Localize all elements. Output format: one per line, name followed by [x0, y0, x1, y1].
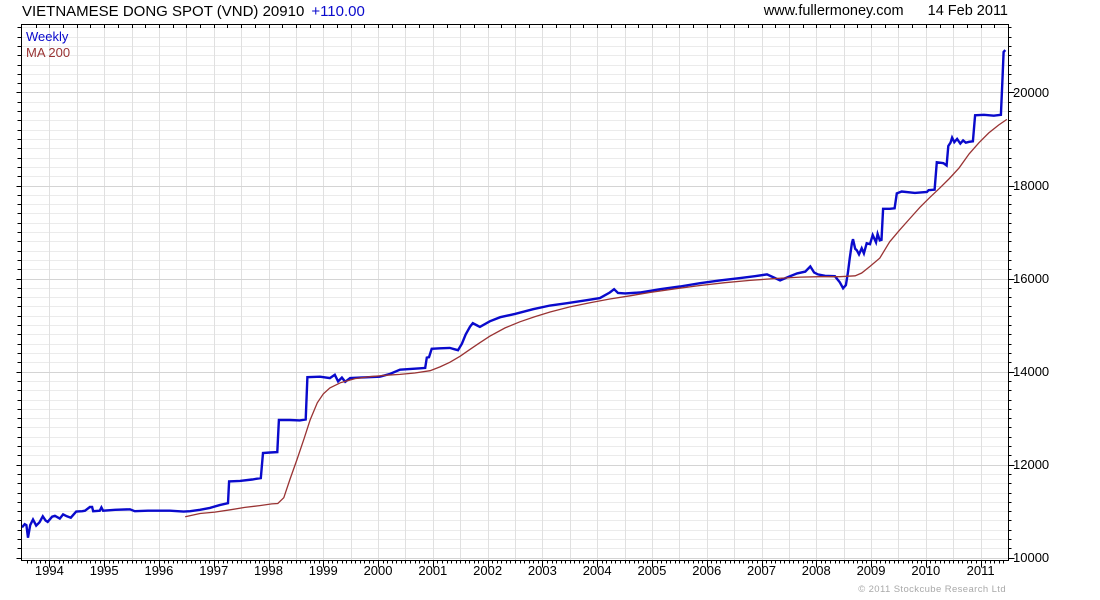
x-axis-label: 2008 [801, 563, 831, 578]
x-axis-label: 1996 [144, 563, 174, 578]
page-title: VIETNAMESE DONG SPOT (VND) 20910 [22, 3, 305, 20]
date-label: 14 Feb 2011 [927, 3, 1008, 19]
y-axis-label: 14000 [1013, 364, 1050, 380]
y-axis-label: 18000 [1013, 178, 1050, 193]
x-axis-label: 1995 [89, 563, 119, 578]
header-right: www.fullermoney.com 14 Feb 2011 [764, 3, 1008, 19]
y-axis-label: 20000 [1013, 84, 1050, 100]
x-axis-label: 2011 [966, 563, 995, 578]
x-axis-label: 2010 [911, 563, 941, 578]
y-axis-label: 10000 [1013, 550, 1050, 566]
x-axis-label: 2007 [747, 563, 776, 578]
x-axis-label: 2006 [692, 563, 722, 578]
copyright-notice: © 2011 Stockcube Research Ltd [858, 584, 1006, 595]
legend-weekly: Weekly [26, 29, 69, 44]
price-line [22, 49, 1007, 538]
legend-ma200: MA 200 [26, 45, 71, 60]
x-axis-label: 2000 [363, 563, 393, 578]
ma-line [185, 118, 1008, 518]
price-change-value: +110.00 [311, 3, 365, 20]
x-axis-label: 1999 [308, 563, 338, 578]
y-axis-label: 12000 [1013, 457, 1050, 473]
chart-title-row: VIETNAMESE DONG SPOT (VND) 20910 +110.00 [22, 3, 365, 20]
website-label: www.fullermoney.com [763, 3, 904, 19]
x-axis-label: 2002 [473, 563, 503, 578]
x-axis-label: 2005 [637, 563, 667, 578]
x-axis-label: 1997 [199, 563, 229, 578]
y-axis-label: 16000 [1013, 271, 1050, 287]
x-axis-label: 2004 [582, 563, 612, 578]
x-axis-label: 2001 [418, 563, 448, 578]
x-axis-label: 1994 [34, 563, 64, 578]
x-axis-label: 2003 [527, 563, 557, 578]
x-axis-label: 2009 [856, 563, 886, 578]
x-axis-label: 1998 [254, 563, 283, 578]
